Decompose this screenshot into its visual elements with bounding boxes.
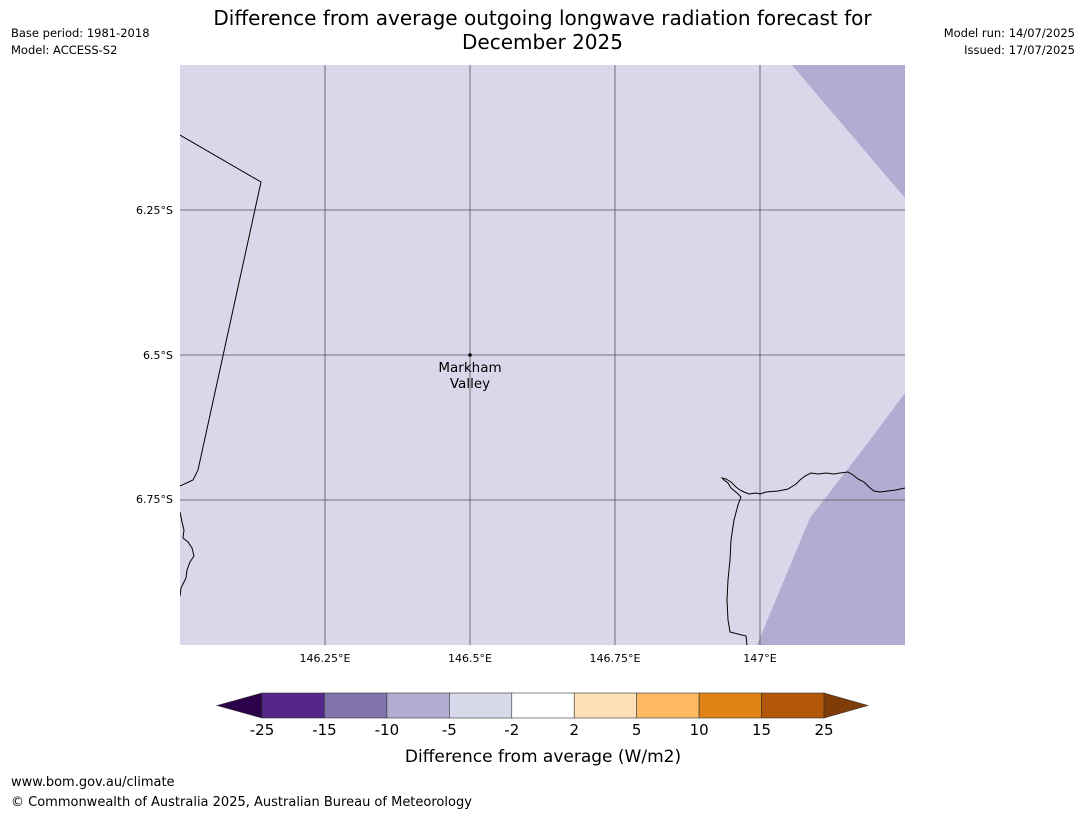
lon-label-146.75: 146.75°E: [590, 652, 641, 665]
colorbar-band-4: [511, 692, 575, 719]
title-line-2: December 2025: [462, 30, 623, 54]
colorbar-tick-label: -15: [312, 721, 337, 739]
coastline-west: [180, 511, 195, 597]
colorbar-tick-label: -5: [442, 721, 457, 739]
colorbar-tick-label: 2: [569, 721, 579, 739]
anomaly-fill-darker-top: [792, 65, 905, 198]
meta-right: Model run: 14/07/2025 Issued: 17/07/2025: [944, 25, 1075, 59]
map-area: [180, 65, 905, 645]
lat-label-6.75: 6.75°S: [136, 493, 173, 506]
lon-label-147: 147°E: [743, 652, 776, 665]
colorbar-band-2: [386, 692, 450, 719]
coastline-east: [720, 471, 905, 645]
lat-label-6.5: 6.5°S: [143, 349, 173, 362]
colorbar-band-3: [449, 692, 513, 719]
base-period-text: Base period: 1981-2018: [11, 26, 150, 40]
colorbar-extend-over: [823, 692, 870, 719]
place-name-line-1: Markham: [438, 360, 501, 376]
colorbar: -25 -15 -10 -5 -2 2 5 10 15 25: [215, 692, 870, 739]
colorbar-tick-label: 10: [690, 721, 709, 739]
footer-url: www.bom.gov.au/climate: [11, 775, 175, 790]
colorbar-tick-label: -25: [250, 721, 275, 739]
anomaly-fill-darker-bottom: [757, 393, 905, 645]
place-name-line-2: Valley: [450, 376, 490, 392]
colorbar-extend-under: [215, 692, 263, 719]
issued-text: Issued: 17/07/2025: [964, 43, 1075, 57]
colorbar-band-8: [761, 692, 825, 719]
colorbar-band-0: [261, 692, 325, 719]
colorbar-band-1: [324, 692, 388, 719]
place-marker-dot: [468, 353, 472, 357]
colorbar-band-5: [573, 692, 637, 719]
chart-title: Difference from average outgoing longwav…: [180, 6, 905, 54]
colorbar-tick-label: 15: [752, 721, 771, 739]
model-text: Model: ACCESS-S2: [11, 43, 118, 57]
colorbar-band-7: [698, 692, 762, 719]
lat-label-6.25: 6.25°S: [136, 204, 173, 217]
title-line-1: Difference from average outgoing longwav…: [213, 6, 872, 30]
colorbar-title: Difference from average (W/m2): [405, 747, 681, 767]
meta-left: Base period: 1981-2018 Model: ACCESS-S2: [11, 25, 150, 59]
model-run-text: Model run: 14/07/2025: [943, 26, 1075, 40]
footer-copyright: © Commonwealth of Australia 2025, Austra…: [11, 795, 472, 810]
colorbar-tick-label: -2: [504, 721, 519, 739]
border-line: [180, 134, 262, 487]
lon-label-146.25: 146.25°E: [300, 652, 351, 665]
colorbar-band-6: [636, 692, 700, 719]
colorbar-tick-label: 5: [632, 721, 642, 739]
colorbar-tick-label: -10: [375, 721, 400, 739]
lon-label-146.5: 146.5°E: [448, 652, 492, 665]
colorbar-tick-label: 25: [814, 721, 833, 739]
